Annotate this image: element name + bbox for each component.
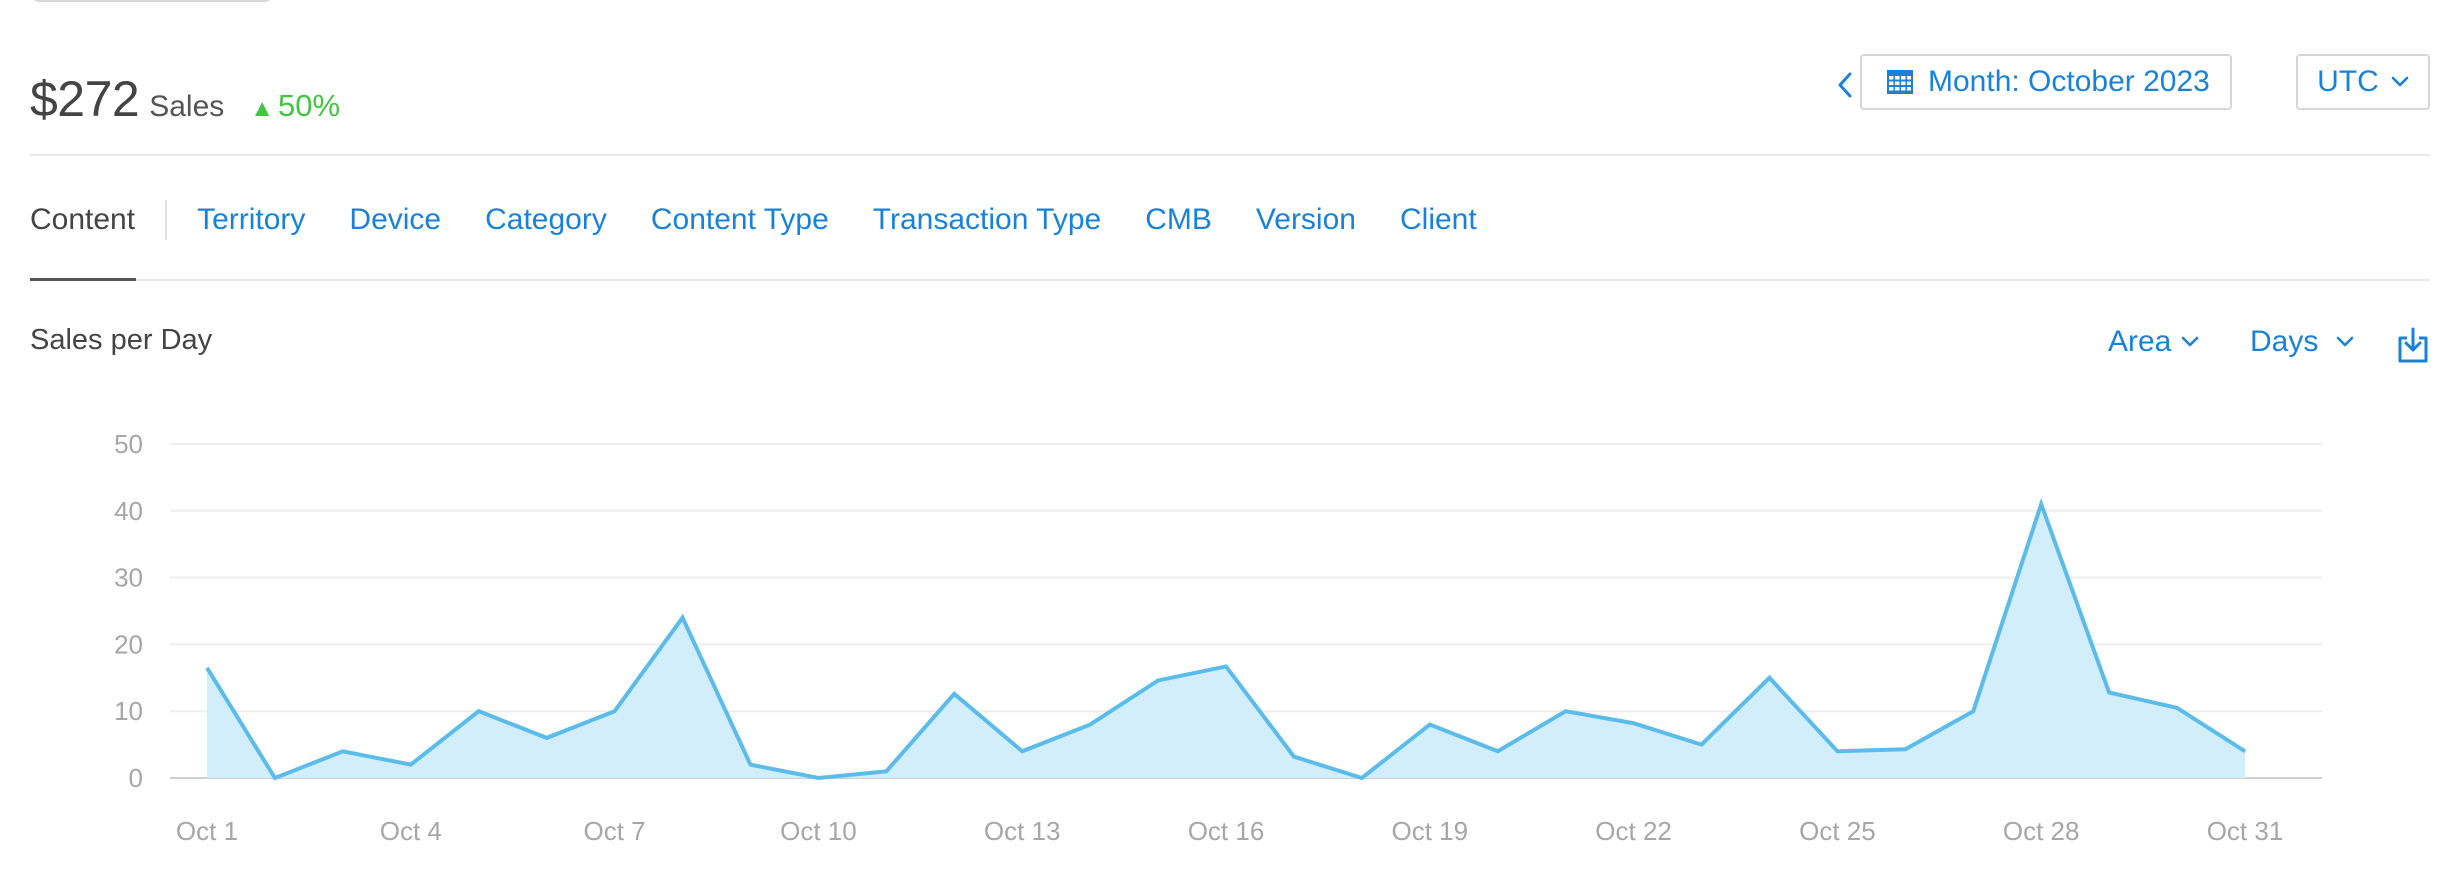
data-point[interactable]: [1829, 743, 1845, 759]
data-point[interactable]: [675, 610, 691, 626]
tab-separator: [165, 200, 168, 240]
x-tick-label: Oct 19: [1392, 816, 1469, 846]
up-triangle-icon: ▲: [250, 95, 275, 122]
tab-client[interactable]: Client: [1399, 203, 1477, 236]
data-point[interactable]: [1354, 770, 1370, 786]
sales-amount: $272: [30, 71, 140, 127]
tab-device[interactable]: Device: [349, 203, 442, 236]
timezone-select[interactable]: UTC: [2296, 54, 2430, 110]
sales-label: Sales: [149, 90, 225, 123]
calendar-icon: [1887, 70, 1913, 94]
chevron-left-icon: [1838, 72, 1852, 98]
sales-line[interactable]: [205, 497, 2247, 781]
y-tick-label: 30: [114, 563, 143, 593]
data-point[interactable]: [267, 770, 283, 786]
data-point[interactable]: [1490, 743, 1506, 759]
data-point[interactable]: [607, 703, 623, 719]
y-tick-label: 40: [114, 496, 143, 526]
tab-content-type[interactable]: Content Type: [650, 203, 829, 236]
sales-summary: $272 Sales ▲ 50%: [30, 70, 340, 128]
granularity-dropdown[interactable]: Days: [2250, 322, 2354, 362]
data-point[interactable]: [1082, 717, 1098, 733]
y-tick-label: 50: [114, 429, 143, 459]
y-tick-label: 0: [129, 763, 143, 793]
data-point[interactable]: [403, 757, 419, 773]
data-point[interactable]: [1694, 737, 1710, 753]
data-point[interactable]: [2237, 743, 2253, 759]
data-point[interactable]: [2033, 496, 2049, 512]
x-tick-label: Oct 28: [2003, 816, 2080, 846]
tab-version[interactable]: Version: [1255, 203, 1356, 236]
x-tick-label: Oct 16: [1188, 816, 1265, 846]
top-tab-edge: [30, 0, 274, 2]
period-label: Month: October 2023: [1928, 65, 2210, 98]
chevron-down-icon: [2337, 336, 2354, 347]
previous-period-button[interactable]: [1834, 68, 1856, 102]
data-point[interactable]: [742, 757, 758, 773]
chevron-down-icon: [2182, 336, 2199, 347]
data-point[interactable]: [539, 730, 555, 746]
chart-title: Sales per Day: [30, 324, 213, 356]
data-point[interactable]: [1897, 741, 1913, 757]
data-point[interactable]: [199, 660, 215, 676]
data-point[interactable]: [1286, 749, 1302, 765]
data-point[interactable]: [1761, 670, 1777, 686]
x-tick-label: Oct 10: [780, 816, 857, 846]
data-point[interactable]: [878, 763, 894, 779]
tab-transaction-type[interactable]: Transaction Type: [872, 203, 1102, 236]
data-point[interactable]: [1014, 743, 1030, 759]
data-point[interactable]: [946, 686, 962, 702]
data-point[interactable]: [2101, 684, 2117, 700]
download-icon: [2398, 327, 2428, 363]
tab-cmb[interactable]: CMB: [1145, 203, 1212, 236]
x-tick-label: Oct 31: [2207, 816, 2284, 846]
y-tick-label: 20: [114, 629, 143, 659]
tab-territory[interactable]: Territory: [197, 203, 306, 236]
x-tick-label: Oct 4: [380, 816, 442, 846]
timezone-label: UTC: [2317, 65, 2379, 98]
data-point[interactable]: [2169, 700, 2185, 716]
data-point[interactable]: [1965, 703, 1981, 719]
chevron-down-icon: [2391, 76, 2409, 87]
header-divider: [30, 154, 2430, 156]
active-tab-indicator: [30, 278, 136, 281]
download-button[interactable]: [2396, 326, 2432, 366]
chart-type-label: Area: [2108, 325, 2172, 358]
data-point[interactable]: [1422, 717, 1438, 733]
dimension-tabs: Content Territory Device Category Conten…: [30, 196, 1521, 244]
data-point[interactable]: [1626, 715, 1642, 731]
y-tick-label: 10: [114, 696, 143, 726]
data-point[interactable]: [1558, 703, 1574, 719]
tabs-divider: [30, 279, 2430, 281]
granularity-label: Days: [2250, 325, 2319, 358]
data-point[interactable]: [335, 743, 351, 759]
sales-area-fill: [207, 504, 2245, 778]
x-tick-label: Oct 22: [1595, 816, 1672, 846]
data-point[interactable]: [810, 770, 826, 786]
period-picker-button[interactable]: Month: October 2023: [1860, 54, 2232, 110]
data-point[interactable]: [1218, 658, 1234, 674]
x-tick-label: Oct 13: [984, 816, 1061, 846]
data-point[interactable]: [1150, 672, 1166, 688]
x-tick-label: Oct 1: [176, 816, 238, 846]
data-point[interactable]: [471, 703, 487, 719]
sales-change: ▲ 50%: [250, 88, 340, 124]
tab-category[interactable]: Category: [485, 203, 607, 236]
chart-type-dropdown[interactable]: Area: [2108, 322, 2199, 362]
tab-content[interactable]: Content: [30, 203, 136, 236]
x-tick-label: Oct 7: [584, 816, 646, 846]
x-tick-label: Oct 25: [1799, 816, 1876, 846]
sales-change-value: 50%: [278, 88, 341, 123]
